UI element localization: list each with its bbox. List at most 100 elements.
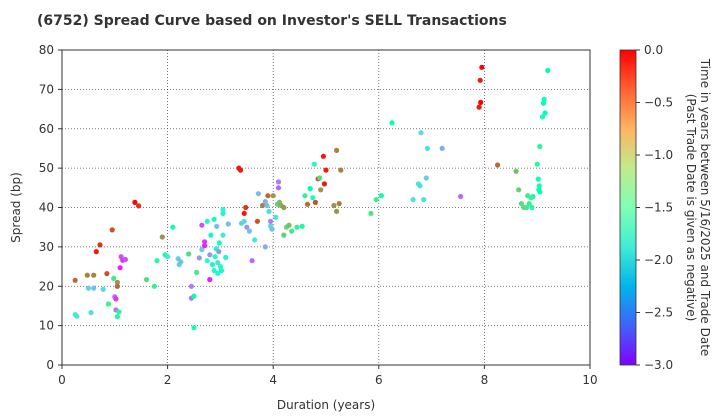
data-point xyxy=(159,234,165,240)
data-point xyxy=(151,283,157,289)
data-point xyxy=(104,271,110,277)
data-point xyxy=(211,216,217,222)
data-point xyxy=(204,258,210,264)
data-point xyxy=(368,210,374,216)
colorbar-tick-label: −1.0 xyxy=(644,148,673,162)
data-point xyxy=(389,120,395,126)
data-point xyxy=(524,204,530,211)
data-point xyxy=(220,206,226,213)
y-tick-label: 10 xyxy=(39,319,54,333)
colorbar-tick-label: −2.0 xyxy=(644,253,673,267)
colorbar-tick-label: −3.0 xyxy=(644,358,673,372)
data-point xyxy=(165,254,171,260)
data-point xyxy=(458,193,464,200)
data-point xyxy=(479,64,485,70)
data-point xyxy=(207,277,213,283)
data-point xyxy=(537,143,543,150)
y-tick-label: 20 xyxy=(39,279,54,293)
data-point xyxy=(373,197,379,203)
data-point xyxy=(273,214,279,220)
data-point xyxy=(536,183,542,189)
data-point xyxy=(323,167,329,173)
data-point xyxy=(478,99,484,105)
data-point xyxy=(516,187,522,193)
data-point xyxy=(299,223,305,229)
data-point xyxy=(424,145,430,151)
data-point xyxy=(220,210,226,216)
data-point xyxy=(220,232,226,238)
data-point xyxy=(439,145,445,151)
data-point xyxy=(217,264,223,270)
data-point xyxy=(208,232,214,238)
data-point xyxy=(331,202,337,209)
data-point xyxy=(545,67,551,74)
data-point xyxy=(289,228,295,234)
data-point xyxy=(266,208,272,214)
data-point xyxy=(529,204,535,211)
y-tick-label: 40 xyxy=(39,201,54,215)
data-point xyxy=(84,272,90,278)
data-point xyxy=(530,193,536,200)
data-point xyxy=(317,175,323,181)
data-point xyxy=(136,203,142,209)
data-point xyxy=(93,249,99,255)
data-point xyxy=(212,254,218,260)
x-tick-label: 2 xyxy=(164,373,172,387)
data-point xyxy=(97,242,103,248)
data-point xyxy=(191,325,197,331)
y-tick-label: 0 xyxy=(46,358,54,372)
data-point xyxy=(281,204,287,211)
data-point xyxy=(262,199,268,205)
data-point xyxy=(170,224,176,230)
data-point xyxy=(241,218,247,224)
data-point xyxy=(275,179,282,185)
data-point xyxy=(307,186,313,192)
y-tick-label: 30 xyxy=(39,240,54,254)
data-point xyxy=(286,222,292,228)
data-point xyxy=(199,222,205,228)
data-point xyxy=(526,201,532,207)
data-point xyxy=(91,272,97,278)
data-point xyxy=(264,202,270,209)
data-point xyxy=(85,285,91,291)
data-point xyxy=(209,262,216,268)
data-point xyxy=(244,224,250,230)
data-point xyxy=(143,277,150,283)
data-point xyxy=(114,283,120,289)
data-point xyxy=(243,204,249,211)
data-point xyxy=(540,100,547,106)
data-point xyxy=(336,201,342,207)
data-point xyxy=(338,167,344,173)
grid-lines xyxy=(62,50,590,365)
colorbar-tick-label: −2.5 xyxy=(644,306,673,320)
data-point xyxy=(535,176,541,182)
data-point xyxy=(249,258,255,264)
data-point xyxy=(476,104,482,110)
data-point xyxy=(275,185,282,191)
x-axis-label: Duration (years) xyxy=(277,398,375,412)
data-point xyxy=(268,218,274,224)
y-tick-label: 60 xyxy=(39,122,54,136)
data-point xyxy=(196,255,202,261)
data-point xyxy=(215,260,221,266)
data-point xyxy=(109,227,115,233)
data-point xyxy=(199,247,205,253)
data-point xyxy=(477,77,483,83)
data-point xyxy=(122,256,128,263)
data-point xyxy=(320,153,326,159)
data-point xyxy=(513,168,519,174)
x-tick-label: 8 xyxy=(481,373,489,387)
data-point xyxy=(216,240,222,246)
data-point xyxy=(216,249,222,255)
data-point xyxy=(225,221,231,227)
data-point xyxy=(495,162,501,168)
data-point xyxy=(262,244,268,250)
data-point xyxy=(518,201,525,207)
x-tick-label: 6 xyxy=(375,373,383,387)
data-point xyxy=(260,202,266,209)
data-point xyxy=(534,161,540,167)
data-point xyxy=(211,267,217,274)
data-point xyxy=(100,286,106,292)
data-point xyxy=(294,224,300,230)
